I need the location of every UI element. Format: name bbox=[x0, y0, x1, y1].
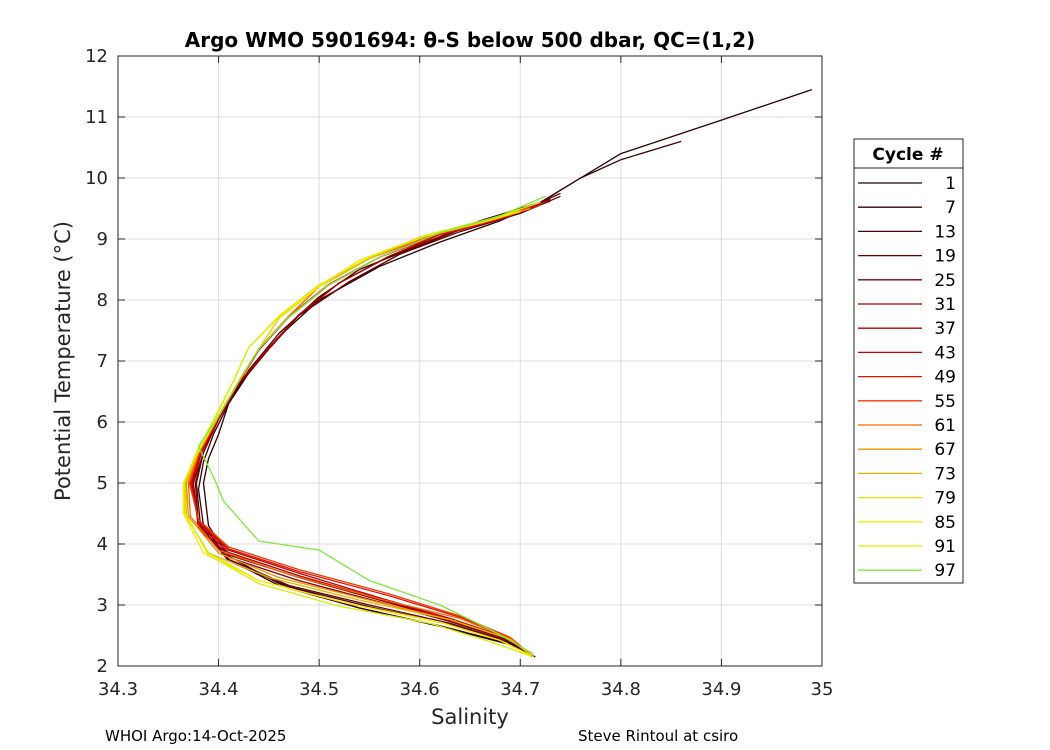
legend-label-cycle-49: 49 bbox=[934, 368, 956, 388]
y-tick-label: 12 bbox=[85, 46, 108, 67]
y-tick-label: 3 bbox=[97, 595, 108, 616]
x-tick-label: 34.9 bbox=[701, 679, 741, 700]
y-tick-label: 8 bbox=[97, 290, 108, 311]
legend-box bbox=[853, 138, 964, 584]
legend-label-cycle-85: 85 bbox=[934, 513, 956, 533]
y-tick-label: 2 bbox=[97, 656, 108, 677]
legend: Cycle # 1 7 13 19 25 31 37 43 49 55 61 67 73 79 85 91 97 bbox=[853, 138, 964, 584]
legend-label-cycle-73: 73 bbox=[934, 464, 956, 484]
y-tick-label: 6 bbox=[97, 412, 108, 433]
legend-label-cycle-67: 67 bbox=[934, 440, 956, 460]
y-tick-label: 9 bbox=[97, 229, 108, 250]
x-axis-label: Salinity bbox=[431, 705, 509, 729]
x-tick-label: 35 bbox=[811, 679, 834, 700]
legend-title: Cycle # bbox=[872, 145, 943, 165]
chart-title: Argo WMO 5901694: θ-S below 500 dbar, QC… bbox=[185, 28, 755, 52]
series-lines bbox=[182, 88, 813, 658]
x-tick-label: 34.6 bbox=[400, 679, 440, 700]
legend-label-cycle-91: 91 bbox=[934, 537, 956, 557]
y-tick-label: 10 bbox=[85, 168, 108, 189]
legend-label-cycle-31: 31 bbox=[934, 295, 956, 315]
footer-left: WHOI Argo:14-Oct-2025 bbox=[105, 727, 286, 745]
y-tick-label: 4 bbox=[97, 534, 108, 555]
y-tick-label: 7 bbox=[97, 351, 108, 372]
legend-label-cycle-61: 61 bbox=[934, 416, 956, 436]
x-tick-label: 34.4 bbox=[199, 679, 239, 700]
y-tick-label: 11 bbox=[85, 107, 108, 128]
legend-label-cycle-19: 19 bbox=[934, 247, 956, 267]
x-tick-label: 34.8 bbox=[601, 679, 641, 700]
legend-label-cycle-97: 97 bbox=[934, 561, 956, 581]
y-axis-label: Potential Temperature (°C) bbox=[51, 221, 75, 501]
legend-label-cycle-1: 1 bbox=[945, 174, 956, 194]
legend-label-cycle-7: 7 bbox=[945, 198, 956, 218]
x-tick-label: 34.3 bbox=[98, 679, 138, 700]
x-tick-label: 34.7 bbox=[500, 679, 540, 700]
legend-label-cycle-55: 55 bbox=[934, 392, 956, 412]
legend-label-cycle-79: 79 bbox=[934, 489, 956, 509]
series-line-cycle-97 bbox=[197, 195, 546, 655]
legend-label-cycle-37: 37 bbox=[934, 319, 956, 339]
x-tick-label: 34.5 bbox=[299, 679, 339, 700]
legend-entries: 1 7 13 19 25 31 37 43 49 55 61 67 73 79 85 91 97 bbox=[858, 174, 956, 581]
legend-label-cycle-13: 13 bbox=[934, 222, 956, 242]
axis-ticks: 34.3 34.4 34.5 34.6 34.7 34.8 34.9 35 2 3 4 5 6 7 8 9 10… bbox=[85, 46, 833, 700]
footer-right: Steve Rintoul at csiro bbox=[578, 727, 738, 745]
legend-label-cycle-25: 25 bbox=[934, 271, 956, 291]
y-tick-label: 5 bbox=[97, 473, 108, 494]
legend-label-cycle-43: 43 bbox=[934, 343, 956, 363]
